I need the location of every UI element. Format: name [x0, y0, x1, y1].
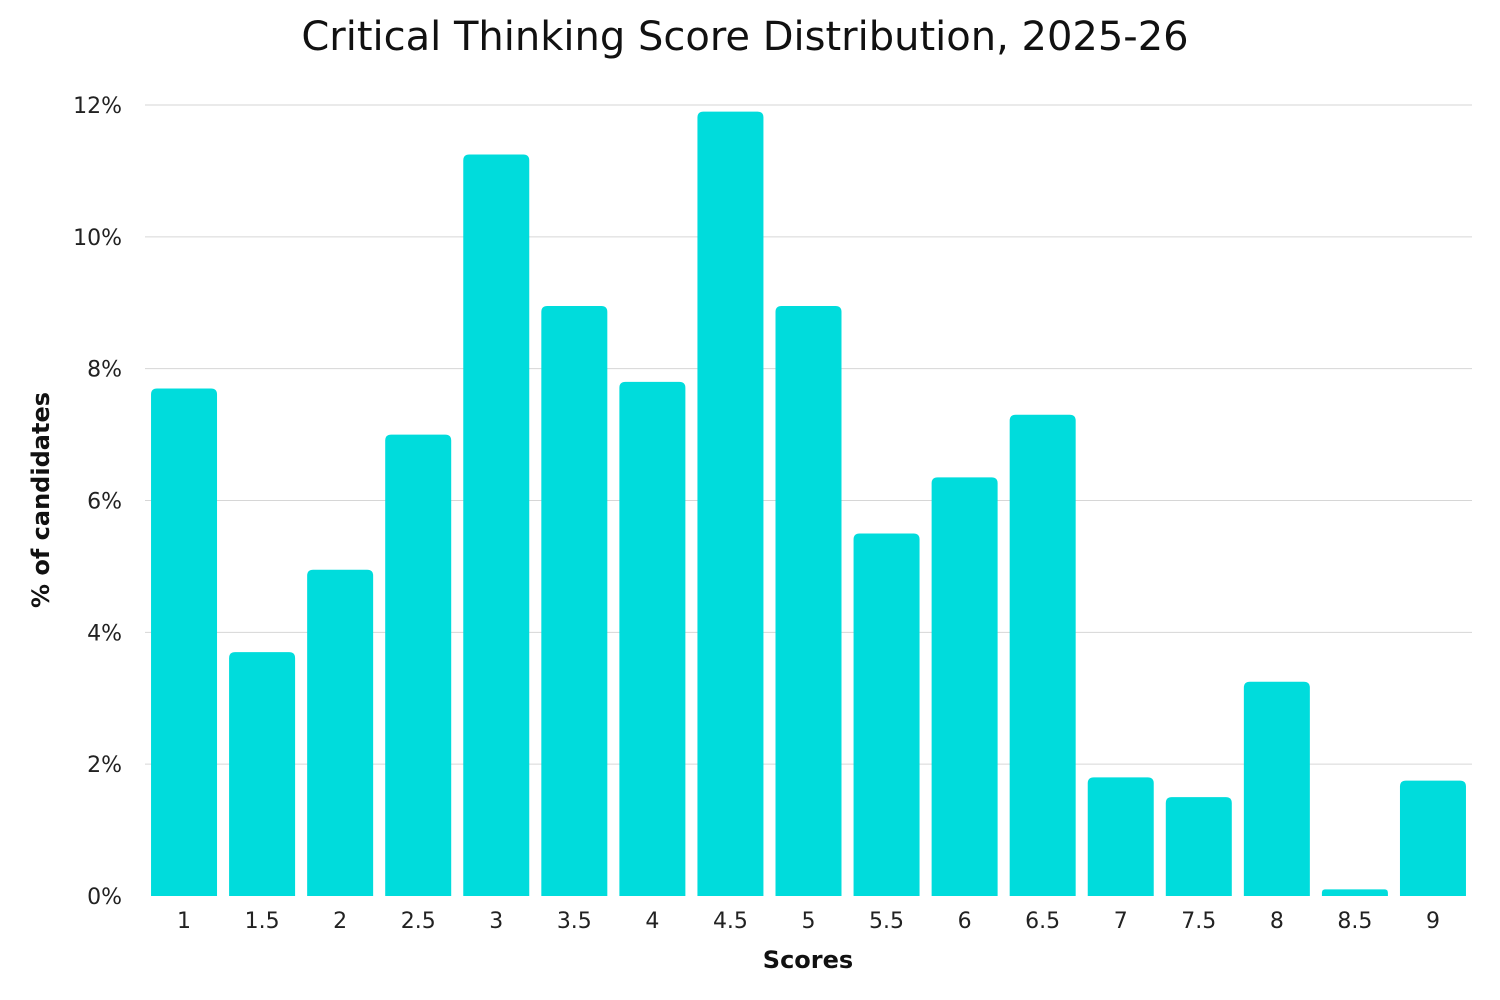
bar-9 [1399, 780, 1466, 896]
x-tick-label: 1.5 [245, 909, 280, 934]
y-tick-label: 4% [87, 621, 122, 646]
x-axis-ticks: 1 1.5 2 2.5 3 3.5 4 4.5 5 5.5 6 6.5 7 7.5 8 8.5 9 [177, 909, 1440, 934]
y-tick-label: 12% [73, 94, 122, 119]
x-tick-label: 6.5 [1025, 909, 1060, 934]
bars [151, 111, 1466, 897]
x-tick-label: 3 [489, 909, 503, 934]
x-tick-label: 8 [1270, 909, 1284, 934]
y-tick-label: 8% [87, 358, 122, 383]
bar-1 [151, 388, 218, 896]
chart-title: Critical Thinking Score Distribution, 20… [301, 14, 1189, 60]
bar-6.5 [1009, 414, 1076, 896]
y-tick-label: 10% [73, 226, 122, 251]
bar-5 [775, 306, 842, 896]
bar-2 [307, 569, 374, 896]
bar-6 [931, 477, 998, 896]
x-tick-label: 7.5 [1181, 909, 1216, 934]
x-tick-label: 6 [958, 909, 972, 934]
x-tick-label: 8.5 [1337, 909, 1372, 934]
bar-4.5 [697, 111, 764, 896]
x-tick-label: 4 [645, 909, 659, 934]
bar-2.5 [385, 434, 452, 896]
y-tick-label: 2% [87, 753, 122, 778]
bar-5.5 [853, 533, 920, 896]
x-tick-label: 5.5 [869, 909, 904, 934]
x-tick-label: 4.5 [713, 909, 748, 934]
y-axis-ticks: 0% 2% 4% 6% 8% 10% 12% [73, 94, 122, 910]
bar-1.5 [229, 652, 296, 896]
bar-7 [1087, 777, 1154, 896]
bar-3.5 [541, 306, 608, 896]
x-tick-label: 3.5 [557, 909, 592, 934]
x-tick-label: 9 [1426, 909, 1440, 934]
x-axis-label: Scores [762, 946, 854, 974]
x-tick-label: 1 [177, 909, 191, 934]
x-tick-label: 5 [802, 909, 816, 934]
x-tick-label: 2.5 [401, 909, 436, 934]
x-tick-label: 2 [333, 909, 347, 934]
bar-8.5 [1321, 889, 1388, 896]
bar-3 [463, 154, 530, 896]
bar-7.5 [1165, 797, 1232, 896]
y-tick-label: 0% [87, 885, 122, 910]
bar-4 [619, 381, 686, 897]
bar-8 [1243, 681, 1310, 896]
x-tick-label: 7 [1114, 909, 1128, 934]
y-tick-label: 6% [87, 490, 122, 515]
